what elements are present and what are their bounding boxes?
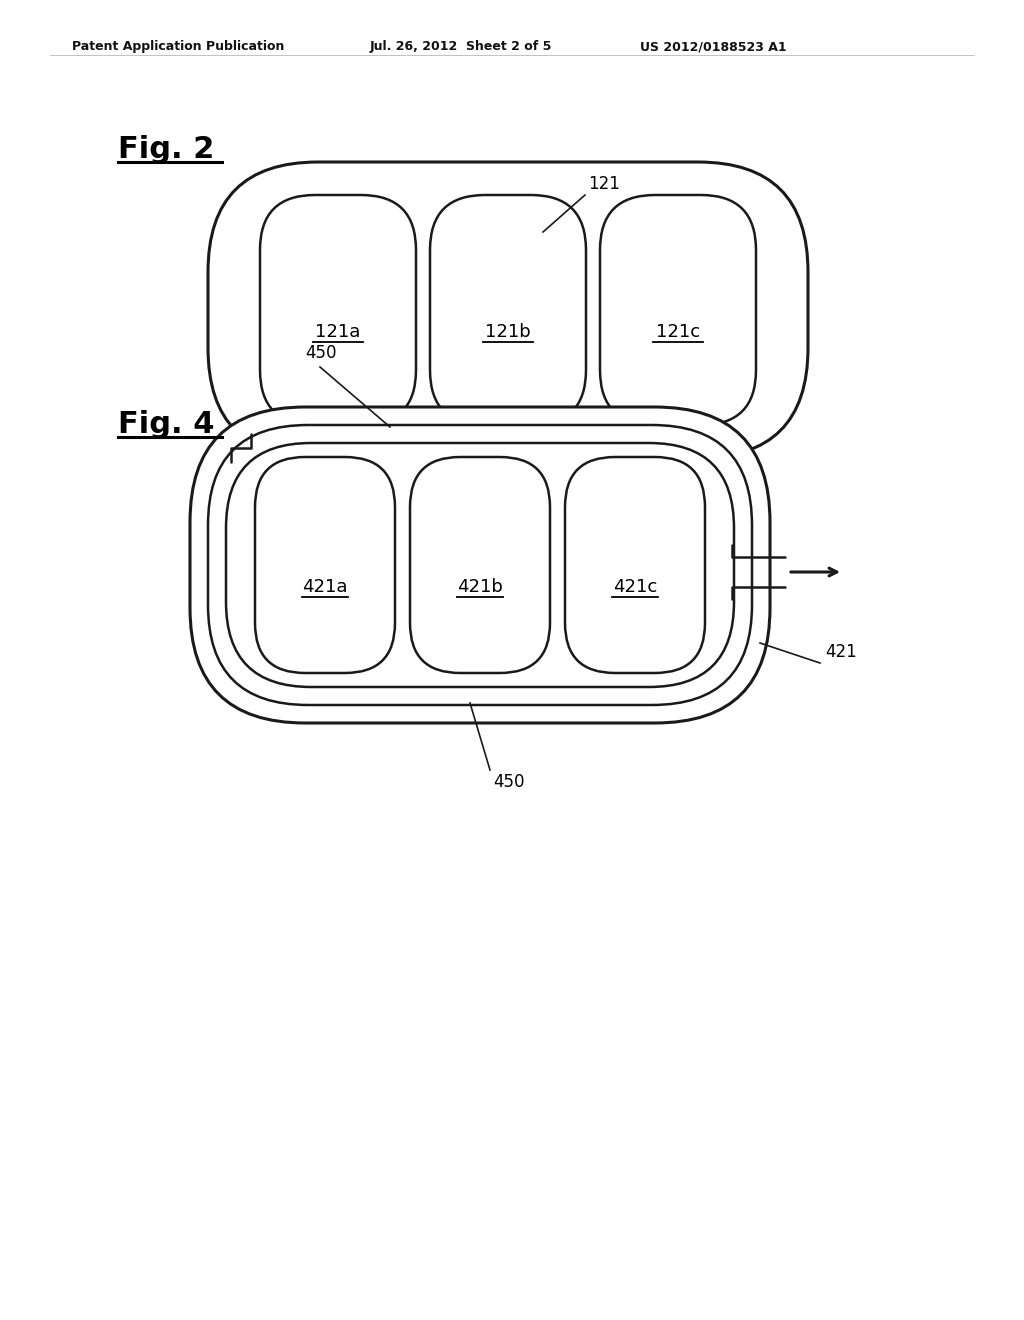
Text: 450: 450 bbox=[493, 774, 524, 791]
FancyBboxPatch shape bbox=[260, 195, 416, 425]
FancyBboxPatch shape bbox=[410, 457, 550, 673]
Text: 450: 450 bbox=[305, 345, 337, 362]
Text: Fig. 2: Fig. 2 bbox=[118, 135, 214, 164]
Text: Jul. 26, 2012  Sheet 2 of 5: Jul. 26, 2012 Sheet 2 of 5 bbox=[370, 40, 552, 53]
Text: 421c: 421c bbox=[613, 578, 657, 597]
Text: 421: 421 bbox=[825, 643, 857, 661]
FancyBboxPatch shape bbox=[208, 162, 808, 458]
FancyBboxPatch shape bbox=[600, 195, 756, 425]
Text: Patent Application Publication: Patent Application Publication bbox=[72, 40, 285, 53]
Text: 121a: 121a bbox=[315, 323, 360, 341]
FancyBboxPatch shape bbox=[190, 407, 770, 723]
FancyBboxPatch shape bbox=[208, 425, 752, 705]
Text: 121b: 121b bbox=[485, 323, 530, 341]
Text: 421a: 421a bbox=[302, 578, 348, 597]
Text: 121c: 121c bbox=[656, 323, 700, 341]
FancyBboxPatch shape bbox=[255, 457, 395, 673]
Text: Fig. 4: Fig. 4 bbox=[118, 411, 214, 440]
FancyBboxPatch shape bbox=[430, 195, 586, 425]
FancyBboxPatch shape bbox=[226, 444, 734, 686]
Text: 121: 121 bbox=[588, 176, 620, 193]
Text: US 2012/0188523 A1: US 2012/0188523 A1 bbox=[640, 40, 786, 53]
FancyBboxPatch shape bbox=[565, 457, 705, 673]
Text: 421b: 421b bbox=[457, 578, 503, 597]
